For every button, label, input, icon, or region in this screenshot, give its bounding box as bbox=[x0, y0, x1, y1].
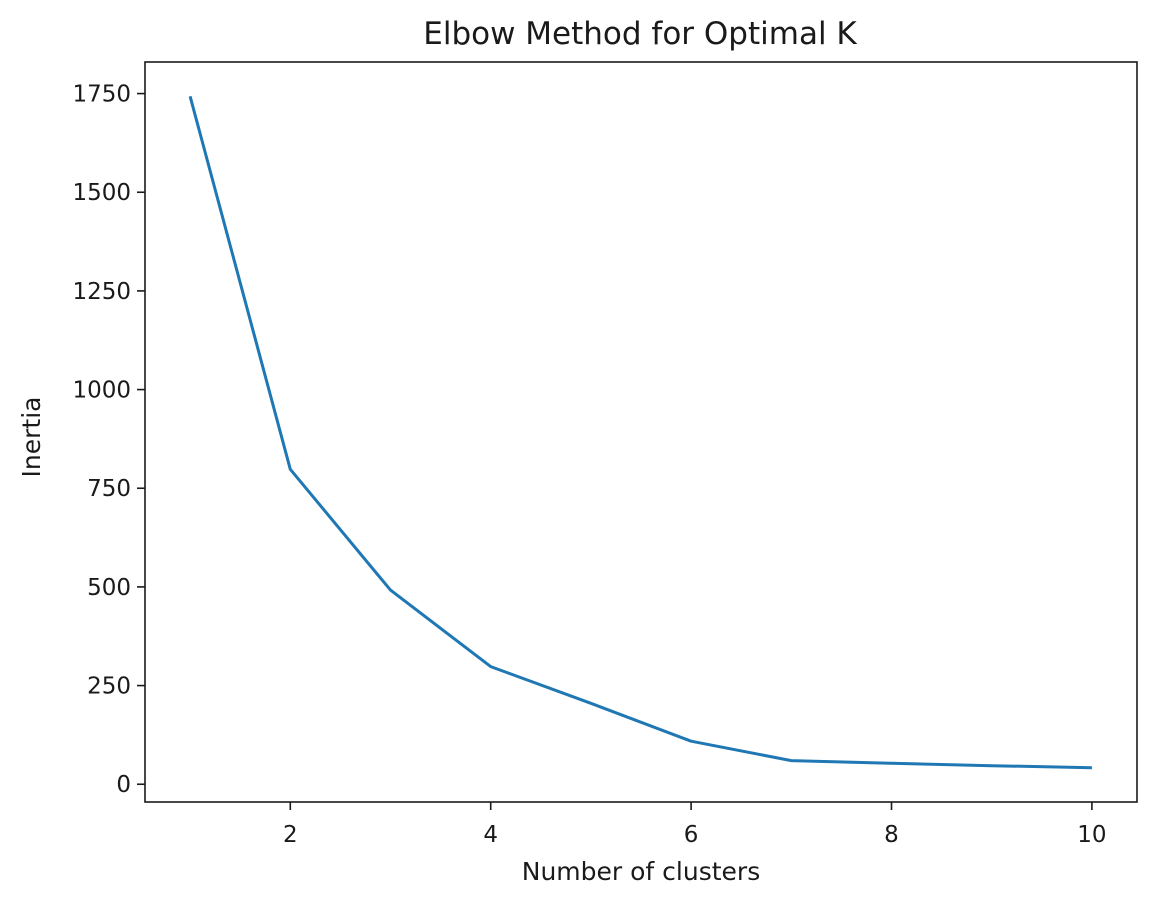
y-tick-label: 750 bbox=[87, 476, 131, 502]
y-tick-label: 1000 bbox=[72, 378, 131, 404]
y-tick-label: 0 bbox=[116, 772, 131, 798]
y-axis: 0 250 500 750 1000 1250 1500 1750 bbox=[72, 82, 145, 798]
x-tick-label: 2 bbox=[283, 822, 298, 848]
x-tick-label: 6 bbox=[684, 822, 699, 848]
x-tick-label: 4 bbox=[483, 822, 498, 848]
y-tick-label: 1750 bbox=[72, 82, 131, 108]
plot-area bbox=[188, 95, 1092, 770]
y-axis-label: Inertia bbox=[17, 397, 46, 478]
x-tick-label: 10 bbox=[1077, 822, 1106, 848]
plot-frame bbox=[144, 61, 1138, 803]
y-tick-label: 500 bbox=[87, 575, 131, 601]
x-axis-label: Number of clusters bbox=[522, 857, 760, 886]
y-tick-label: 1250 bbox=[72, 279, 131, 305]
x-axis: 2 4 6 8 10 bbox=[283, 802, 1107, 848]
chart-title: Elbow Method for Optimal K bbox=[423, 16, 857, 52]
series-line bbox=[188, 95, 1092, 770]
y-tick-label: 250 bbox=[87, 674, 131, 700]
x-tick-label: 8 bbox=[884, 822, 899, 848]
y-tick-label: 1500 bbox=[72, 180, 131, 206]
